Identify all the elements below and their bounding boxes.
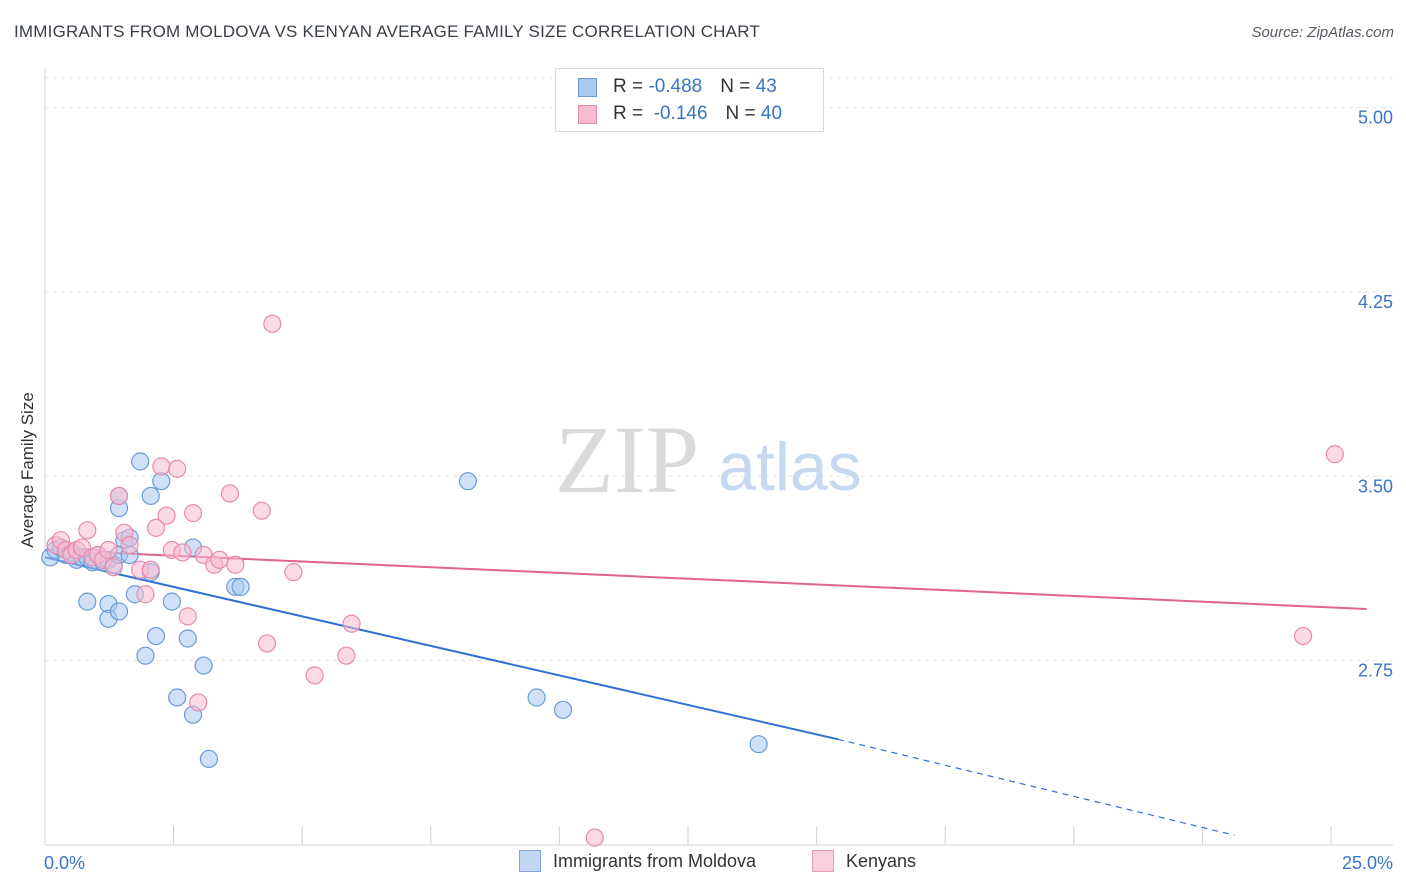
- point-kenyans: [104, 558, 123, 577]
- legend-swatch-blue: [519, 850, 541, 872]
- point-kenyans: [252, 501, 271, 520]
- point-kenyans: [168, 459, 187, 478]
- legend-item-kenyans: Kenyans: [812, 850, 916, 872]
- point-kenyans: [305, 666, 324, 685]
- point-kenyans: [146, 518, 166, 537]
- legend-n-label: N =: [720, 76, 756, 97]
- point-moldova: [131, 452, 150, 471]
- watermark-atlas: atlas: [718, 429, 862, 505]
- y-tick-label: 4.25: [1358, 292, 1393, 312]
- point-kenyans: [585, 828, 604, 847]
- trend-line-moldova-extension: [837, 738, 1235, 836]
- legend-n-label: N =: [725, 103, 761, 124]
- legend-row-kenyans: R = -0.146 N = 40: [578, 102, 782, 126]
- point-kenyans: [178, 607, 197, 626]
- point-kenyans: [220, 484, 240, 503]
- legend-item-moldova: Immigrants from Moldova: [519, 850, 756, 872]
- point-moldova: [109, 602, 129, 621]
- point-kenyans: [120, 535, 139, 555]
- point-moldova: [231, 577, 250, 596]
- trend-line-moldova: [44, 556, 839, 741]
- trend-line-kenyans: [44, 549, 1367, 610]
- point-kenyans: [109, 486, 129, 506]
- point-kenyans: [78, 521, 97, 540]
- legend-label-moldova: Immigrants from Moldova: [553, 850, 757, 871]
- legend-r-value: -0.146: [648, 103, 708, 124]
- y-tick-label: 5.00: [1358, 108, 1393, 128]
- trend-lines: [44, 549, 1367, 836]
- point-kenyans: [337, 646, 356, 665]
- point-kenyans: [189, 693, 208, 712]
- point-moldova: [141, 486, 160, 506]
- y-tick-labels: 2.75 3.50 4.25 5.00: [1358, 108, 1393, 681]
- legend-swatch-pink: [578, 104, 597, 124]
- y-tick-label: 3.50: [1358, 476, 1393, 496]
- y-axis-label: Average Family Size: [18, 392, 37, 548]
- legend-n-value: 40: [760, 103, 783, 124]
- point-kenyans: [263, 314, 282, 333]
- legend-swatch-blue: [578, 77, 597, 97]
- watermark: ZIP atlas: [555, 406, 862, 513]
- point-moldova: [458, 472, 478, 491]
- point-kenyans: [183, 504, 203, 523]
- legend-swatch-pink: [812, 850, 834, 872]
- point-moldova: [527, 688, 546, 707]
- correlation-legend: R = -0.488 N = 43 R = -0.146 N = 40: [555, 68, 824, 132]
- point-kenyans: [152, 457, 171, 476]
- point-moldova: [136, 646, 155, 665]
- chart-title: IMMIGRANTS FROM MOLDOVA VS KENYAN AVERAG…: [14, 22, 760, 41]
- axes: [44, 68, 1393, 846]
- point-kenyans: [157, 506, 176, 525]
- point-kenyans: [173, 543, 192, 562]
- watermark-zip: ZIP: [555, 406, 699, 513]
- point-kenyans: [1325, 445, 1344, 464]
- point-moldova: [194, 656, 213, 675]
- point-kenyans: [210, 550, 229, 569]
- grid: [45, 77, 1393, 662]
- legend-r-label: R =: [613, 103, 649, 124]
- data-points: [41, 314, 1344, 847]
- point-kenyans: [1294, 626, 1313, 646]
- legend-r-label: R =: [613, 76, 649, 97]
- point-kenyans: [257, 634, 277, 653]
- point-moldova: [749, 735, 768, 754]
- point-kenyans: [99, 540, 118, 560]
- point-moldova: [553, 700, 573, 719]
- point-kenyans: [136, 585, 155, 604]
- x-tick-label: 0.0%: [44, 853, 85, 873]
- legend-label-kenyans: Kenyans: [846, 850, 917, 871]
- point-moldova: [168, 688, 187, 707]
- legend-n-value: 43: [755, 76, 777, 97]
- point-kenyans: [226, 555, 245, 574]
- point-kenyans: [342, 614, 361, 633]
- x-tick-labels: 0.0% 25.0%: [44, 853, 1393, 873]
- y-tick-label: 2.75: [1358, 661, 1393, 681]
- point-moldova: [199, 749, 218, 769]
- point-moldova: [146, 626, 166, 646]
- legend-row-moldova: R = -0.488 N = 43: [578, 75, 777, 99]
- point-kenyans: [284, 563, 303, 582]
- source-label: Source: ZipAtlas.com: [1251, 24, 1394, 41]
- x-tick-label: 25.0%: [1342, 853, 1393, 873]
- point-moldova: [162, 592, 181, 611]
- legend-r-value: -0.488: [648, 76, 703, 97]
- point-moldova: [178, 629, 197, 648]
- series-legend: Immigrants from Moldova Kenyans: [0, 850, 1406, 878]
- point-moldova: [78, 592, 97, 611]
- point-kenyans: [141, 560, 160, 579]
